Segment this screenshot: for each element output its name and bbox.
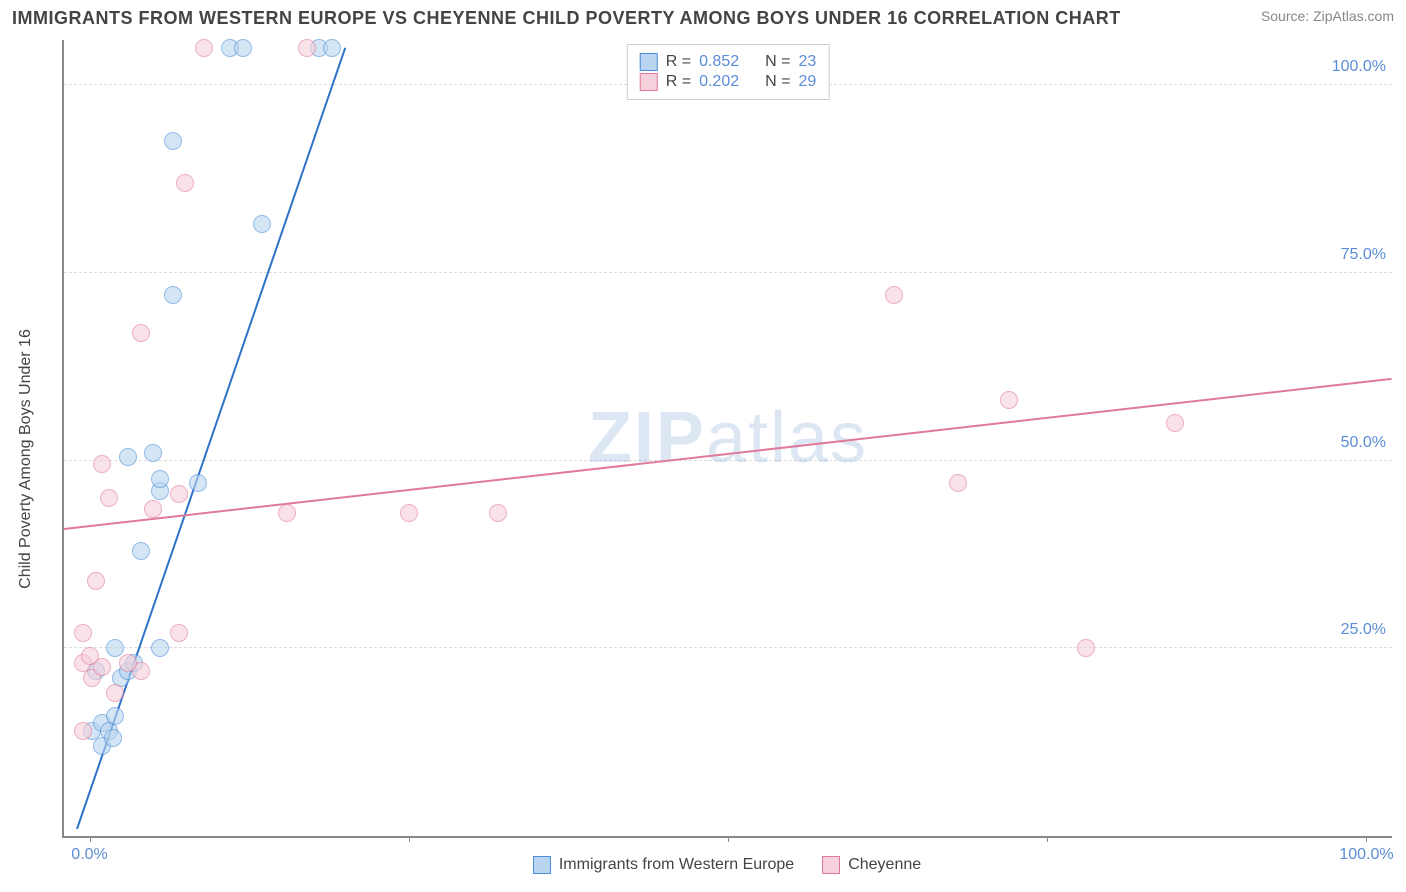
grid-line	[64, 647, 1392, 648]
y-tick-label: 25.0%	[1341, 621, 1386, 639]
data-point	[170, 485, 188, 503]
x-tick	[1047, 836, 1048, 842]
data-point	[132, 324, 150, 342]
data-point	[1077, 639, 1095, 657]
plot-area: Child Poverty Among Boys Under 16 ZIPatl…	[14, 40, 1392, 878]
data-point	[489, 504, 507, 522]
n-label: N =	[765, 73, 790, 91]
data-point	[151, 639, 169, 657]
data-point	[195, 39, 213, 57]
n-value: 29	[798, 73, 816, 91]
data-point	[106, 707, 124, 725]
data-point	[176, 174, 194, 192]
x-tick	[1366, 836, 1367, 842]
legend-swatch	[822, 856, 840, 874]
legend-swatch	[533, 856, 551, 874]
data-point	[234, 39, 252, 57]
data-point	[119, 654, 137, 672]
data-point	[104, 729, 122, 747]
data-point	[170, 624, 188, 642]
data-point	[151, 470, 169, 488]
data-point	[949, 474, 967, 492]
correlation-legend: R = 0.852 N = 23 R = 0.202 N = 29	[627, 44, 830, 100]
chart-title: IMMIGRANTS FROM WESTERN EUROPE VS CHEYEN…	[12, 8, 1121, 29]
data-point	[74, 624, 92, 642]
data-point	[106, 684, 124, 702]
data-point	[106, 639, 124, 657]
n-label: N =	[765, 53, 790, 71]
legend-row: R = 0.852 N = 23	[640, 53, 817, 71]
data-point	[323, 39, 341, 57]
legend-swatch	[640, 73, 658, 91]
legend-item: Cheyenne	[822, 856, 921, 874]
data-point	[74, 722, 92, 740]
data-point	[189, 474, 207, 492]
grid-line	[64, 460, 1392, 461]
data-point	[87, 572, 105, 590]
data-point	[253, 215, 271, 233]
data-point	[278, 504, 296, 522]
series-legend: Immigrants from Western Europe Cheyenne	[62, 856, 1392, 874]
data-point	[100, 489, 118, 507]
data-point	[164, 286, 182, 304]
y-tick-label: 50.0%	[1341, 434, 1386, 452]
legend-label: Cheyenne	[848, 856, 921, 874]
legend-row: R = 0.202 N = 29	[640, 73, 817, 91]
watermark: ZIPatlas	[588, 397, 868, 479]
data-point	[298, 39, 316, 57]
data-point	[144, 500, 162, 518]
scatter-plot: ZIPatlas R = 0.852 N = 23 R = 0.202 N = 29 25.0…	[62, 40, 1392, 838]
legend-label: Immigrants from Western Europe	[559, 856, 794, 874]
x-tick	[728, 836, 729, 842]
r-value: 0.852	[699, 53, 739, 71]
y-tick-label: 100.0%	[1332, 58, 1386, 76]
data-point	[81, 647, 99, 665]
y-tick-label: 75.0%	[1341, 246, 1386, 264]
data-point	[144, 444, 162, 462]
y-axis-label: Child Poverty Among Boys Under 16	[17, 329, 35, 589]
x-tick	[409, 836, 410, 842]
data-point	[132, 542, 150, 560]
data-point	[164, 132, 182, 150]
source-label: Source: ZipAtlas.com	[1261, 8, 1394, 24]
n-value: 23	[798, 53, 816, 71]
r-label: R =	[666, 53, 691, 71]
data-point	[1000, 391, 1018, 409]
data-point	[885, 286, 903, 304]
data-point	[93, 455, 111, 473]
grid-line	[64, 272, 1392, 273]
data-point	[400, 504, 418, 522]
r-label: R =	[666, 73, 691, 91]
x-tick	[90, 836, 91, 842]
legend-swatch	[640, 53, 658, 71]
trend-line	[64, 378, 1392, 530]
data-point	[119, 448, 137, 466]
data-point	[1166, 414, 1184, 432]
legend-item: Immigrants from Western Europe	[533, 856, 794, 874]
r-value: 0.202	[699, 73, 739, 91]
